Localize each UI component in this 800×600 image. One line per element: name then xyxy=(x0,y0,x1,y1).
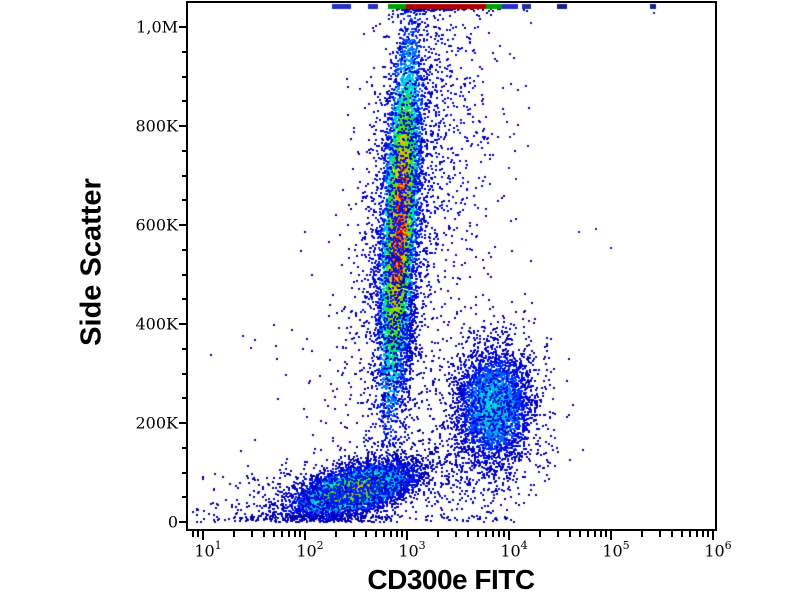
x-minor-tick xyxy=(640,531,643,537)
x-axis-title: CD300e FITC xyxy=(367,564,535,595)
x-minor-tick xyxy=(436,531,439,537)
y-tick-label: 1,0M xyxy=(136,17,178,37)
y-tick-label: 600K xyxy=(135,215,179,235)
x-tick-label: 103 xyxy=(398,539,426,561)
y-minor-tick xyxy=(182,50,188,53)
x-minor-tick xyxy=(454,531,457,537)
x-minor-tick xyxy=(492,531,495,537)
x-minor-tick xyxy=(503,531,506,537)
y-major-tick xyxy=(179,323,188,325)
x-tick-label: 106 xyxy=(704,539,732,561)
x-minor-tick xyxy=(569,531,572,537)
y-minor-tick xyxy=(182,397,188,400)
y-major-tick xyxy=(179,26,188,28)
y-minor-tick xyxy=(182,100,188,103)
y-minor-tick xyxy=(182,248,188,251)
x-minor-tick xyxy=(467,531,470,537)
y-minor-tick xyxy=(182,446,188,449)
x-minor-tick xyxy=(538,531,541,537)
x-minor-tick xyxy=(288,531,291,537)
x-minor-tick xyxy=(375,531,378,537)
x-major-tick xyxy=(202,531,204,540)
y-minor-tick xyxy=(182,149,188,152)
x-minor-tick xyxy=(556,531,559,537)
x-tick-label: 104 xyxy=(500,539,528,561)
x-minor-tick xyxy=(707,531,710,537)
x-minor-tick xyxy=(681,531,684,537)
x-minor-tick xyxy=(689,531,692,537)
x-tick-label: 102 xyxy=(296,539,324,561)
y-axis-title: Side Scatter xyxy=(75,178,108,346)
x-minor-tick xyxy=(658,531,661,537)
x-minor-tick xyxy=(294,531,297,537)
x-minor-tick xyxy=(587,531,590,537)
x-minor-tick xyxy=(671,531,674,537)
x-minor-tick xyxy=(485,531,488,537)
x-minor-tick xyxy=(477,531,480,537)
x-minor-tick xyxy=(250,531,253,537)
y-minor-tick xyxy=(182,75,188,78)
x-minor-tick xyxy=(396,531,399,537)
x-minor-tick xyxy=(383,531,386,537)
x-minor-tick xyxy=(197,531,200,537)
x-minor-tick xyxy=(594,531,597,537)
x-minor-tick xyxy=(192,531,195,537)
y-tick-label: 200K xyxy=(135,413,179,433)
x-minor-tick xyxy=(600,531,603,537)
y-minor-tick xyxy=(182,199,188,202)
x-minor-tick xyxy=(365,531,368,537)
x-minor-tick xyxy=(334,531,337,537)
y-minor-tick xyxy=(182,174,188,177)
x-minor-tick xyxy=(390,531,393,537)
y-minor-tick xyxy=(182,471,188,474)
x-minor-tick xyxy=(401,531,404,537)
x-minor-tick xyxy=(605,531,608,537)
x-minor-tick xyxy=(352,531,355,537)
x-minor-tick xyxy=(299,531,302,537)
x-minor-tick xyxy=(281,531,284,537)
y-minor-tick xyxy=(182,496,188,499)
y-major-tick xyxy=(179,125,188,127)
x-tick-label: 105 xyxy=(602,539,630,561)
x-minor-tick xyxy=(232,531,235,537)
x-minor-tick xyxy=(579,531,582,537)
y-major-tick xyxy=(179,422,188,424)
x-minor-tick xyxy=(702,531,705,537)
y-major-tick xyxy=(179,224,188,226)
x-minor-tick xyxy=(273,531,276,537)
y-tick-label: 0 xyxy=(167,512,178,532)
y-tick-label: 800K xyxy=(135,116,179,136)
y-minor-tick xyxy=(182,273,188,276)
x-minor-tick xyxy=(263,531,266,537)
density-plot-canvas xyxy=(188,3,715,529)
y-minor-tick xyxy=(182,372,188,375)
x-minor-tick xyxy=(498,531,501,537)
x-major-tick xyxy=(610,531,612,540)
x-major-tick xyxy=(508,531,510,540)
y-tick-label: 400K xyxy=(135,314,179,334)
x-major-tick xyxy=(406,531,408,540)
x-tick-label: 101 xyxy=(194,539,222,561)
y-minor-tick xyxy=(182,298,188,301)
y-major-tick xyxy=(179,521,188,523)
y-minor-tick xyxy=(182,347,188,350)
x-major-tick xyxy=(712,531,714,540)
x-major-tick xyxy=(304,531,306,540)
x-minor-tick xyxy=(696,531,699,537)
